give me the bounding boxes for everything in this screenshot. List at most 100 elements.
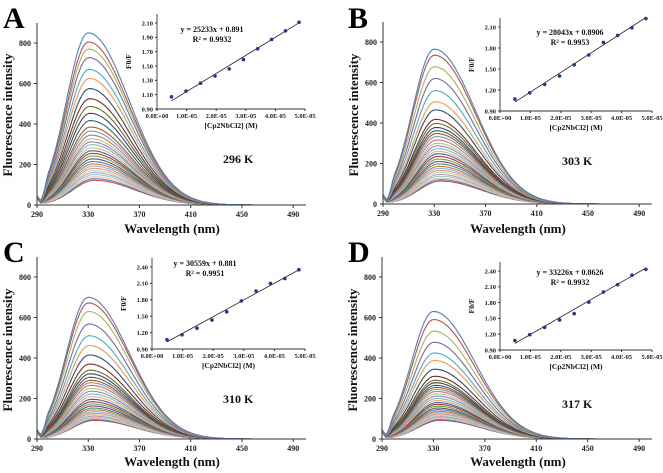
inset-x-tick-label: 1.0E-05 — [520, 354, 542, 361]
x-tick-label: 370 — [133, 444, 145, 453]
inset-r-squared: R² = 0.9932 — [551, 278, 590, 287]
inset-r-squared: R² = 0.9951 — [186, 269, 225, 278]
inset-data-point — [557, 318, 562, 322]
y-tick-label: 400 — [364, 354, 376, 363]
stern-volmer-inset: 0.90 1.10 1.30 1.50 1.70 1.90 2.10 0.0E+00 1.0E-… — [124, 14, 316, 130]
y-tick-label: 0 — [373, 200, 377, 209]
inset-data-point — [283, 29, 288, 33]
inset-x-axis-label: [Cp2NbCl2] (M) — [202, 361, 256, 370]
x-axis-label: Wavelength (nm) — [470, 221, 566, 236]
inset-data-point — [184, 89, 188, 93]
inset-data-point — [254, 289, 258, 293]
inset-y-axis-label: F0/F — [124, 54, 133, 69]
inset-x-tick-label: 1.0E-05 — [520, 115, 542, 122]
y-tick-label: 800 — [364, 273, 376, 282]
inset-x-axis-label: [Cp2NbCl2] (M) — [549, 362, 603, 371]
inset-fit-equation: y = 33226x + 0.8626 — [536, 268, 603, 277]
inset-x-tick-label: 5.0E-05 — [641, 115, 663, 122]
y-tick-label: 400 — [19, 354, 31, 363]
x-tick-label: 450 — [236, 444, 248, 453]
panel-letter: C — [3, 236, 25, 269]
inset-data-point — [615, 33, 620, 38]
inset-data-point — [268, 281, 273, 286]
inset-y-tick-label: 0.90 — [485, 108, 496, 115]
inset-y-tick-label: 1.50 — [485, 316, 496, 323]
y-tick-label: 0 — [27, 435, 31, 444]
inset-data-point — [586, 300, 591, 304]
inset-data-point — [213, 74, 217, 78]
inset-data-point — [586, 53, 591, 57]
x-tick-label: 290 — [31, 210, 43, 219]
inset-x-tick-label: 3.0E-05 — [581, 115, 603, 122]
x-tick-label: 410 — [185, 210, 197, 219]
inset-y-tick-label: 0.90 — [137, 346, 148, 353]
inset-data-point — [165, 337, 169, 342]
x-tick-label: 370 — [479, 444, 491, 453]
x-tick-label: 330 — [82, 444, 94, 453]
inset-data-point — [513, 338, 517, 343]
inset-x-tick-label: 0.0E+00 — [146, 113, 169, 120]
x-axis-label: Wavelength (nm) — [124, 454, 220, 469]
inset-y-tick-label: 1.80 — [485, 45, 496, 52]
inset-x-tick-label: 0.0E+00 — [141, 353, 164, 360]
inset-x-tick-label: 4.0E-05 — [611, 354, 633, 361]
inset-x-tick-label: 2.0E-05 — [550, 354, 572, 361]
y-axis-label: Fluorescence intensity — [0, 53, 15, 176]
inset-data-point — [255, 47, 260, 51]
inset-y-tick-label: 1.20 — [485, 87, 496, 94]
inset-data-point — [542, 82, 547, 87]
inset-data-point — [283, 276, 287, 281]
x-tick-label: 330 — [428, 209, 440, 218]
x-tick-label: 370 — [133, 210, 145, 219]
stern-volmer-inset: 0.90 1.20 1.50 1.80 2.10 2.40 0.0E+00 1.0E-05 2.… — [467, 262, 663, 371]
inset-r-squared: R² = 0.9932 — [193, 35, 232, 44]
y-tick-label: 800 — [365, 38, 377, 47]
y-axis-label: Fluorescence intensity — [345, 288, 360, 411]
y-tick-label: 400 — [365, 119, 377, 128]
temperature-label: 310 K — [223, 392, 254, 406]
panel-letter: A — [3, 2, 25, 35]
inset-data-point — [210, 318, 214, 322]
inset-data-point — [557, 74, 562, 78]
inset-data-point — [630, 273, 634, 278]
inset-y-tick-label: 0.90 — [485, 347, 496, 354]
inset-x-axis-label: [Cp2NbCl2] (M) — [549, 123, 603, 132]
inset-x-tick-label: 5.0E-05 — [294, 353, 316, 360]
inset-r-squared: R² = 0.9953 — [551, 38, 590, 47]
inset-data-point — [630, 25, 634, 30]
y-tick-label: 600 — [365, 79, 377, 88]
inset-y-tick-label: 2.40 — [137, 264, 148, 271]
inset-y-axis-label: F0/F — [119, 296, 128, 311]
x-tick-label: 370 — [479, 209, 491, 218]
panel-b: B 290 330 370 410 450 490 0 200 400 600 800 Waveleng… — [346, 2, 663, 236]
x-axis-label: Wavelength (nm) — [470, 454, 566, 469]
inset-y-tick-label: 1.80 — [485, 300, 496, 307]
y-tick-label: 200 — [364, 395, 376, 404]
temperature-label: 296 K — [223, 152, 254, 166]
stern-volmer-inset: 0.90 1.20 1.50 1.80 2.10 2.40 0.0E+00 1.0E-05 2.… — [119, 258, 316, 370]
emission-curves — [381, 310, 652, 440]
inset-y-tick-label: 1.50 — [137, 314, 148, 321]
inset-data-point — [527, 91, 532, 95]
inset-data-point — [644, 16, 648, 21]
inset-y-tick-label: 1.20 — [485, 332, 496, 339]
x-tick-label: 450 — [582, 444, 594, 453]
inset-x-tick-label: 3.0E-05 — [233, 353, 255, 360]
x-tick-label: 330 — [82, 210, 94, 219]
x-tick-label: 490 — [633, 444, 645, 453]
panel-d: D 290 330 370 410 450 490 0 200 400 600 800 Waveleng… — [345, 236, 663, 469]
panel-a: A 290 330 370 410 450 490 0 200 400 600 800 Waveleng… — [0, 2, 316, 236]
inset-y-tick-label: 1.80 — [137, 297, 148, 304]
inset-x-axis-label: [Cp2NbCl2] (M) — [204, 121, 258, 130]
inset-data-point — [169, 95, 174, 99]
inset-x-tick-label: 4.0E-05 — [611, 115, 633, 122]
inset-data-point — [297, 20, 301, 25]
inset-fit-equation: y = 25233x + 0.891 — [180, 25, 243, 34]
inset-data-point — [601, 290, 606, 294]
x-tick-label: 410 — [185, 444, 197, 453]
inset-fit-line — [514, 17, 647, 103]
inset-y-tick-label: 2.10 — [142, 20, 153, 27]
inset-data-point — [513, 97, 517, 101]
temperature-label: 303 K — [562, 154, 593, 168]
inset-data-point — [224, 310, 229, 314]
